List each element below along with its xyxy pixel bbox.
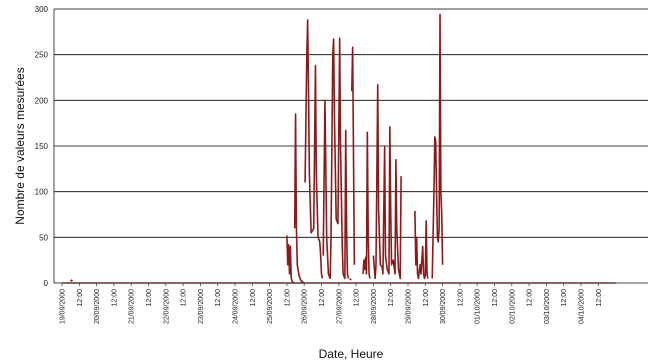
x-tick-label: 12:00	[181, 289, 188, 307]
series-line-segment	[414, 210, 429, 280]
x-tick-label: 12:00	[561, 289, 568, 307]
y-tick-label: 250	[35, 51, 49, 60]
x-tick-label: 24/09/2000	[233, 289, 240, 324]
x-tick-label: 27/09/2000	[336, 289, 343, 324]
series-line-segment	[372, 84, 402, 280]
series-line-segment	[349, 278, 352, 281]
series-line-segment	[322, 37, 350, 280]
x-tick-label: 28/09/2000	[371, 289, 378, 324]
y-tick-label: 200	[35, 96, 49, 105]
x-tick-label: 12:00	[423, 289, 430, 307]
x-tick-label: 12:00	[388, 289, 395, 307]
x-tick-label: 01/10/2000	[475, 289, 482, 324]
x-tick-label: 02/10/2000	[509, 289, 516, 324]
y-tick-label: 100	[35, 188, 49, 197]
x-tick-label: 12:00	[319, 289, 326, 307]
x-tick-label: 12:00	[527, 289, 534, 307]
y-tick-label: 0	[44, 279, 49, 288]
x-tick-label: 12:00	[457, 289, 464, 307]
series-line-segment	[362, 131, 371, 279]
x-tick-label: 03/10/2000	[544, 289, 551, 324]
y-tick-label: 50	[39, 233, 48, 242]
x-tick-label: 12:00	[215, 289, 222, 307]
x-tick-label: 19/09/2000	[60, 289, 67, 324]
x-tick-label: 12:00	[492, 289, 499, 307]
series-line-segment	[350, 46, 356, 265]
x-tick-label: 04/10/2000	[579, 289, 586, 324]
x-tick-label: 21/09/2000	[129, 289, 136, 324]
x-axis-ticks: 19/09/2000 12:00 20/09/2000 12:00 21/09/2000…	[60, 283, 603, 324]
y-tick-label: 300	[35, 5, 49, 14]
x-tick-label: 23/09/2000	[198, 289, 205, 324]
x-tick-label: 12:00	[354, 289, 361, 307]
series-line-segment	[286, 235, 295, 284]
series-line-segment	[304, 19, 324, 279]
y-tick-label: 150	[35, 142, 49, 151]
x-tick-label: 29/09/2000	[406, 289, 413, 324]
series-line-segment	[431, 13, 444, 279]
x-tick-label: 12:00	[111, 289, 118, 307]
x-tick-label: 12:00	[284, 289, 291, 307]
x-tick-label: 12:00	[250, 289, 257, 307]
series-line-segment	[293, 113, 305, 284]
x-axis-title: Date, Heure	[319, 347, 384, 361]
x-tick-label: 12:00	[596, 289, 603, 307]
gridlines	[54, 8, 648, 238]
series-line-segment	[70, 279, 73, 282]
x-tick-label: 26/09/2000	[302, 289, 309, 324]
x-tick-label: 30/09/2000	[440, 289, 447, 324]
x-tick-label: 12:00	[77, 289, 84, 307]
x-tick-label: 22/09/2000	[163, 289, 170, 324]
x-tick-label: 20/09/2000	[94, 289, 101, 324]
y-axis-title: Nombre de valeurs mesurées	[13, 67, 27, 224]
x-tick-label: 25/09/2000	[267, 289, 274, 324]
y-axis-ticks: 0 50 100 150 200 250 300	[35, 5, 49, 288]
x-tick-label: 12:00	[146, 289, 153, 307]
